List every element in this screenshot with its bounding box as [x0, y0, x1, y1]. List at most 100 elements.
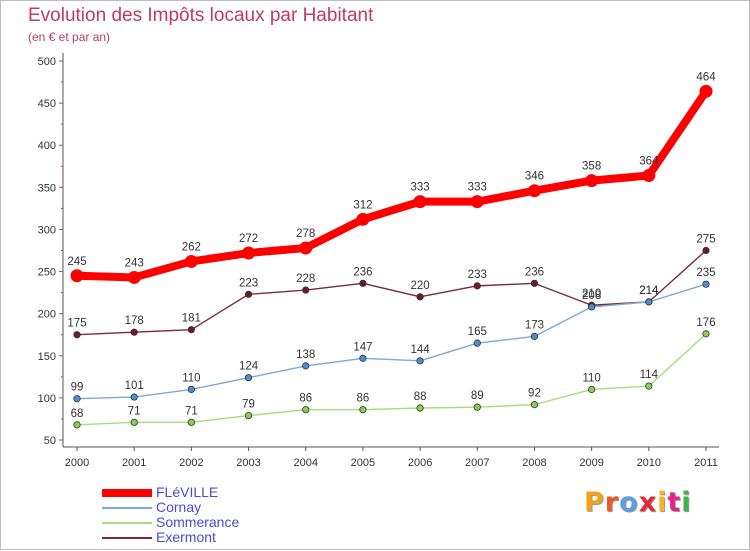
data-label-fl-ville: 333 — [468, 182, 487, 194]
legend-swatch — [102, 522, 152, 524]
data-label-cornay: 235 — [696, 267, 715, 279]
data-point-fl-ville — [184, 254, 198, 268]
data-label-sommerance: 79 — [242, 399, 255, 411]
data-point-fl-ville — [413, 195, 427, 209]
data-point-sommerance — [187, 418, 195, 426]
y-tick-label: 350 — [38, 182, 56, 194]
data-label-sommerance: 86 — [299, 393, 312, 405]
data-label-sommerance: 71 — [128, 405, 141, 417]
y-tick-label: 50 — [44, 435, 56, 447]
series-points — [70, 84, 713, 429]
logo-letter: i — [681, 487, 692, 518]
data-label-sommerance: 88 — [414, 391, 427, 403]
y-tick-label: 500 — [38, 56, 56, 68]
data-label-exermont: 220 — [410, 280, 429, 292]
data-label-exermont: 223 — [239, 277, 258, 289]
y-tick-label: 400 — [38, 140, 56, 152]
data-point-fl-ville — [242, 246, 256, 260]
logo-letter: P — [584, 487, 605, 518]
data-label-fl-ville: 272 — [239, 233, 258, 245]
data-point-sommerance — [473, 403, 481, 411]
data-point-cornay — [359, 354, 367, 362]
data-label-sommerance: 71 — [185, 405, 198, 417]
y-tick-label: 150 — [38, 351, 56, 363]
data-label-cornay: 99 — [71, 382, 84, 394]
data-label-exermont: 275 — [696, 234, 715, 246]
data-label-fl-ville: 245 — [67, 256, 86, 268]
data-label-sommerance: 114 — [640, 369, 659, 381]
data-point-exermont — [359, 279, 367, 287]
data-label-cornay: 101 — [125, 380, 144, 392]
data-label-cornay: 138 — [296, 349, 315, 361]
legend-label: Exermont — [156, 529, 216, 545]
x-tick-label: 2002 — [179, 457, 203, 469]
legend-label: FLéVILLE — [156, 484, 219, 500]
logo-letter: r — [604, 487, 620, 518]
series-line-cornay — [76, 283, 707, 400]
data-label-sommerance: 176 — [696, 317, 715, 329]
data-label-sommerance: 92 — [528, 388, 541, 400]
data-label-fl-ville: 312 — [353, 199, 372, 211]
legend-swatch — [102, 489, 152, 497]
data-point-fl-ville — [127, 270, 141, 284]
data-point-fl-ville — [585, 174, 599, 188]
legend-swatch — [102, 507, 152, 509]
data-label-exermont: 178 — [125, 315, 144, 327]
data-label-fl-ville: 243 — [125, 257, 144, 269]
x-tick-label: 2008 — [522, 457, 546, 469]
data-point-cornay — [588, 303, 596, 311]
y-tick-label: 100 — [38, 393, 56, 405]
data-label-sommerance: 89 — [471, 390, 484, 402]
series-line-exermont — [76, 249, 707, 336]
x-tick-label: 2003 — [236, 457, 260, 469]
data-point-sommerance — [702, 330, 710, 338]
x-tick-label: 2009 — [579, 457, 603, 469]
x-tick-label: 2001 — [122, 457, 146, 469]
data-point-cornay — [302, 362, 310, 370]
data-point-cornay — [130, 393, 138, 401]
data-point-cornay — [416, 357, 424, 365]
chart-subtitle: (en € et par an) — [28, 30, 111, 44]
data-label-sommerance: 68 — [71, 408, 84, 420]
data-label-exermont: 214 — [639, 285, 659, 297]
data-point-exermont — [473, 282, 481, 290]
data-point-sommerance — [645, 382, 653, 390]
data-label-fl-ville: 278 — [296, 228, 315, 240]
data-label-fl-ville: 364 — [639, 156, 659, 168]
data-point-fl-ville — [70, 269, 84, 283]
data-point-sommerance — [530, 401, 539, 409]
data-label-sommerance: 86 — [357, 393, 370, 405]
data-point-cornay — [187, 385, 195, 394]
data-point-cornay — [73, 395, 81, 403]
data-point-exermont — [130, 328, 138, 336]
data-label-exermont: 210 — [582, 288, 601, 300]
data-labels: 175 178 181 223 228 236 220 233 236 210 214 275 68 71… — [67, 71, 716, 420]
logo-letter: x — [638, 487, 658, 518]
x-tick-label: 2011 — [694, 457, 718, 469]
data-point-sommerance — [302, 406, 310, 414]
legend-label: Sommerance — [156, 514, 240, 530]
data-label-cornay: 214 — [639, 285, 659, 297]
legend-label: Cornay — [156, 499, 202, 515]
series-line-fl-ville — [73, 87, 710, 282]
data-point-sommerance — [73, 421, 81, 429]
data-label-cornay: 110 — [182, 372, 200, 384]
data-point-sommerance — [416, 404, 424, 412]
data-point-sommerance — [130, 418, 138, 426]
x-tick-label: 2007 — [465, 457, 489, 469]
data-label-exermont: 181 — [182, 313, 201, 325]
data-label-sommerance: 110 — [582, 372, 600, 384]
series-line-sommerance — [76, 333, 707, 426]
logo-letter: o — [619, 487, 639, 518]
data-label-cornay: 147 — [353, 341, 372, 353]
x-tick-label: 2004 — [293, 457, 317, 469]
data-point-exermont — [702, 246, 710, 255]
data-point-cornay — [702, 280, 710, 288]
data-label-exermont: 236 — [353, 266, 372, 278]
data-point-fl-ville — [470, 195, 484, 209]
data-label-fl-ville: 464 — [696, 71, 716, 83]
y-tick-label: 250 — [38, 267, 56, 279]
y-tick-label: 300 — [38, 224, 56, 236]
data-point-exermont — [302, 286, 310, 294]
